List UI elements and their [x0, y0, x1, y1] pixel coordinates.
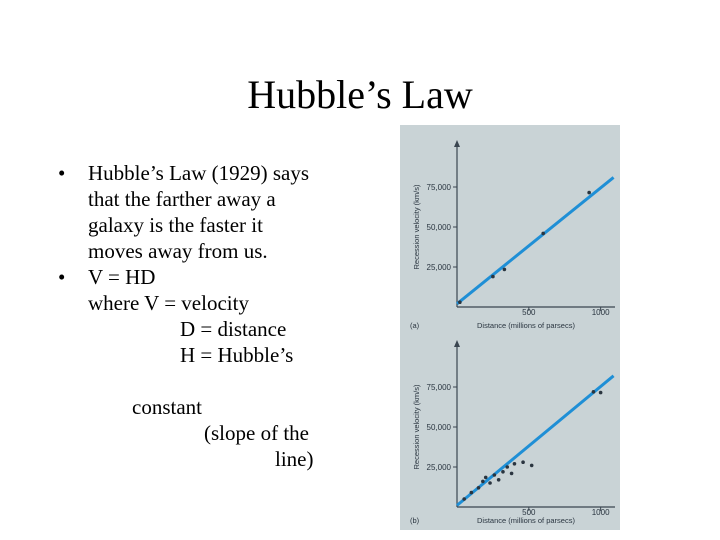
x-axis-label: Distance (millions of parsecs) — [477, 516, 575, 525]
data-point — [587, 190, 591, 195]
panel-label: (b) — [410, 516, 420, 525]
data-point — [541, 231, 545, 236]
def-slope: (slope of the — [204, 421, 309, 445]
y-tick-label: 25,000 — [427, 263, 452, 272]
bullet1-line-1: Hubble’s Law (1929) says — [88, 161, 310, 185]
x-tick-label: 500 — [522, 508, 536, 517]
data-point — [492, 473, 497, 477]
x-axis-label: Distance (millions of parsecs) — [477, 321, 575, 330]
y-axis-arrow — [454, 340, 460, 347]
bullet1-line-3: galaxy is the faster it — [88, 213, 263, 237]
bullet-glyph: • — [58, 265, 66, 289]
y-axis-arrow — [454, 140, 460, 147]
y-axis-label: Recession velocity (km/s) — [412, 384, 421, 470]
data-point — [509, 471, 514, 476]
def-line: line) — [275, 447, 314, 471]
def-velocity: where V = velocity — [88, 291, 249, 315]
slide-body: • Hubble’s Law (1929) says that the fart… — [58, 160, 388, 472]
hubble-plots-svg: 25,000 50,000 75,000 500 1000 Distance (milli… — [410, 140, 615, 525]
scatter-panel-a: 25,000 50,000 75,000 500 1000 Distance (milli… — [410, 140, 615, 330]
data-point — [501, 470, 505, 474]
hubble-diagram-figure: 25,000 50,000 75,000 500 1000 Distance (milli… — [400, 125, 620, 530]
bullet1-line-4: moves away from us. — [88, 239, 268, 263]
data-point — [591, 390, 596, 394]
best-fit-line — [456, 374, 615, 507]
x-tick-label: 500 — [522, 308, 536, 317]
y-tick-label: 50,000 — [427, 423, 452, 432]
data-point — [481, 479, 485, 484]
x-tick-label: 1000 — [592, 508, 610, 517]
data-point — [496, 478, 501, 482]
data-point — [598, 390, 603, 395]
y-tick-label: 50,000 — [427, 223, 452, 232]
bullet-glyph: • — [58, 161, 66, 185]
data-point — [476, 486, 481, 490]
def-hubble: H = Hubble’s — [180, 343, 294, 367]
y-tick-label: 75,000 — [427, 183, 452, 192]
data-point — [512, 462, 517, 466]
data-point — [505, 465, 510, 469]
y-tick-label: 25,000 — [427, 463, 452, 472]
bullet-equation: • V = HD where V = velocity D = distance… — [58, 264, 388, 368]
x-tick-label: 1000 — [592, 308, 610, 317]
data-point — [488, 481, 492, 485]
data-point — [483, 475, 488, 480]
panel-label: (a) — [410, 321, 420, 330]
bullet1-line-2: that the farther away a — [88, 187, 276, 211]
slide-title: Hubble’s Law — [247, 72, 473, 117]
best-fit-line — [456, 176, 615, 305]
def-distance: D = distance — [180, 317, 287, 341]
data-point — [521, 460, 525, 465]
y-tick-label: 75,000 — [427, 383, 452, 392]
data-point — [529, 463, 534, 468]
data-point — [491, 274, 495, 279]
equation-text: V = HD — [88, 265, 156, 289]
scatter-panel-b: 25,000 50,000 75,000 500 1000 Distance (milli… — [410, 340, 615, 525]
bullet-hubbles-law: • Hubble’s Law (1929) says that the fart… — [58, 160, 388, 264]
data-point — [462, 497, 466, 501]
data-point — [458, 300, 462, 304]
y-axis-label: Recession velocity (km/s) — [412, 184, 421, 270]
data-point — [469, 490, 474, 495]
data-point — [502, 267, 507, 272]
def-constant: constant — [132, 395, 202, 419]
